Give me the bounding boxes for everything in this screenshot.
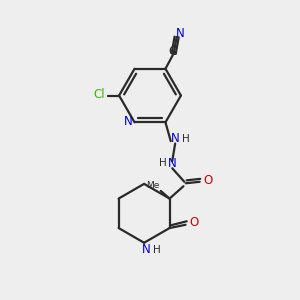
Text: Me: Me — [146, 181, 160, 190]
Text: Cl: Cl — [94, 88, 105, 101]
Text: N: N — [142, 243, 150, 256]
Text: N: N — [171, 132, 179, 145]
Text: N: N — [168, 157, 177, 170]
Text: N: N — [176, 27, 184, 40]
Text: H: H — [159, 158, 167, 168]
Text: H: H — [182, 134, 190, 144]
Text: O: O — [189, 216, 198, 229]
Text: N: N — [124, 115, 132, 128]
Text: C: C — [169, 46, 177, 59]
Text: O: O — [203, 174, 212, 187]
Text: H: H — [153, 245, 161, 255]
